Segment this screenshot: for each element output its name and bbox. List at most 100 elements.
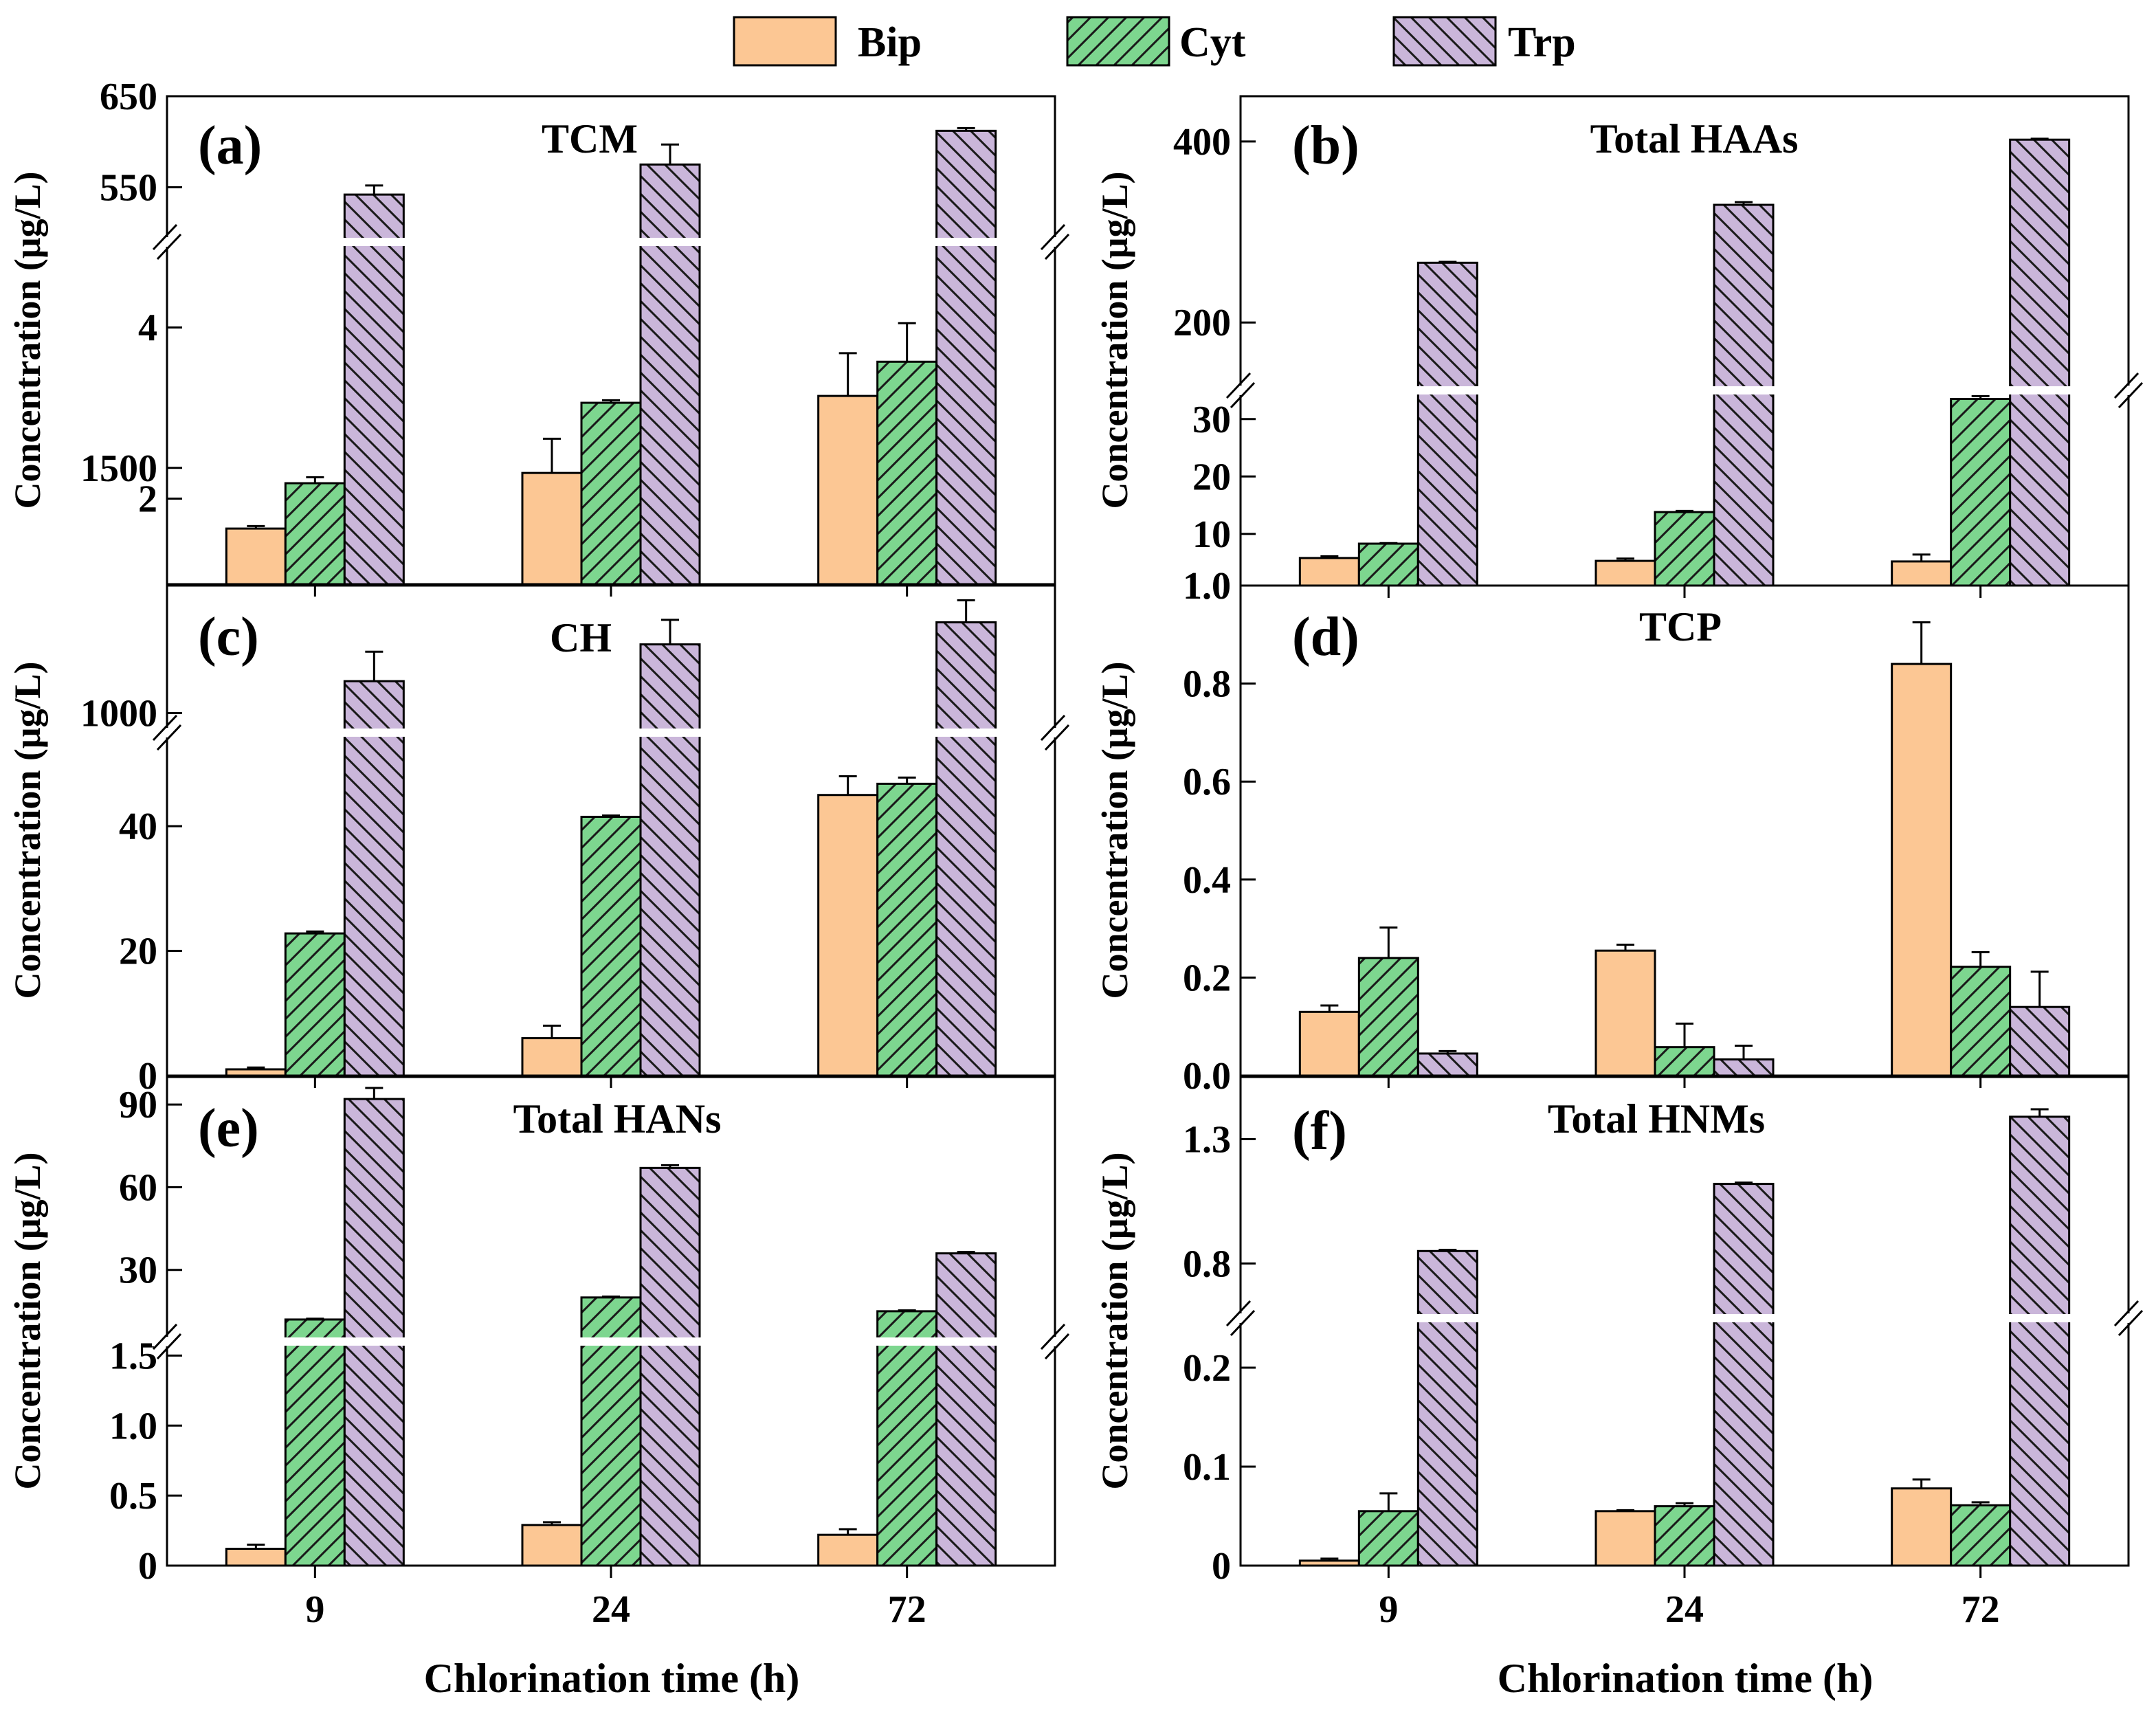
y-tick-label-d-main-1: 0.2: [1183, 957, 1231, 999]
bar-a-bip-24: [521, 471, 583, 586]
y-tick-label-c-lower-1: 20: [119, 931, 157, 973]
bar-e-cyt-9: [284, 1318, 346, 1567]
bar-break-b-trp-9: [1416, 386, 1479, 394]
y-tick-label-b-lower-2: 20: [1192, 456, 1231, 498]
axis-break-mark-a-1-b: [1044, 233, 1070, 260]
y-tick-label-e-upper-2: 90: [119, 1084, 157, 1126]
axis-break-mark-c-0-b: [156, 724, 182, 751]
axis-break-mark-f-0-b: [1230, 1309, 1256, 1337]
panel-letter-d: (d): [1292, 607, 1359, 667]
bar-break-e-trp-72: [935, 1337, 997, 1346]
bar-break-b-trp-72: [2008, 386, 2071, 394]
y-tick-label-e-upper-1: 60: [119, 1166, 157, 1209]
legend-label-bip: Bip: [858, 19, 922, 66]
panel-c-ch: 0 20 40 1000 1500 (c) CH Concentration (μg/L): [7, 447, 1070, 1098]
y-tick-label-a-upper-0: 550: [100, 167, 157, 210]
panel-e-total-hans: 0 0.5 1.0 1.5 30 60 90 9 24 72 (e) Total HANs Concen…: [7, 1076, 1070, 1631]
bar-e-trp-24: [639, 1166, 701, 1567]
legend-swatch-cyt: [1066, 16, 1170, 67]
axis-break-mark-f-0-a: [1225, 1300, 1252, 1327]
panel-title-e: Total HANs: [513, 1096, 722, 1142]
bar-e-cyt-72: [876, 1310, 938, 1567]
y-tick-label-d-main-0: 0.0: [1183, 1055, 1231, 1098]
bar-c-bip-24: [521, 1037, 583, 1077]
legend-item-cyt: Cyt: [1066, 16, 1246, 67]
bar-d-cyt-72: [1950, 966, 2012, 1077]
x-tick-label-f-72: 72: [1961, 1588, 2000, 1631]
bar-a-trp-72: [935, 129, 997, 586]
bar-c-bip-9: [225, 1068, 287, 1077]
y-tick-label-d-main-2: 0.4: [1183, 859, 1231, 902]
panel-letter-f: (f): [1292, 1101, 1347, 1161]
bar-break-e-trp-9: [343, 1337, 405, 1346]
x-tick-label-e-72: 72: [888, 1588, 926, 1631]
bar-f-cyt-72: [1950, 1504, 2012, 1567]
y-tick-label-e-lower-2: 1.0: [109, 1405, 157, 1447]
panel-a-tcm: 2 4 550 650 (a) TCM Concentration (μg/L): [7, 76, 1070, 597]
axis-break-mark-e-0-a: [152, 1323, 178, 1350]
panel-title-f: Total HNMs: [1548, 1096, 1765, 1142]
bar-f-bip-9: [1298, 1559, 1360, 1567]
y-tick-label-f-lower-1: 0.1: [1183, 1446, 1231, 1489]
y-axis-label-c: Concentration (μg/L): [7, 661, 48, 999]
plot-frame-f: [1239, 1076, 2130, 1567]
bar-c-trp-72: [935, 621, 997, 1077]
y-tick-label-f-upper-1: 1.3: [1183, 1118, 1231, 1161]
bar-c-trp-24: [639, 643, 701, 1077]
y-tick-label-a-upper-1: 650: [100, 76, 157, 118]
y-axis-label-b: Concentration (μg/L): [1094, 171, 1135, 509]
legend-item-bip: Bip: [733, 16, 922, 67]
legend-label-trp: Trp: [1508, 19, 1576, 66]
bar-break-f-trp-72: [2008, 1314, 2071, 1322]
axis-break-mark-b-0-a: [1225, 372, 1252, 399]
y-axis-label-f: Concentration (μg/L): [1094, 1152, 1135, 1489]
axis-break-mark-a-0-b: [156, 233, 182, 260]
y-tick-label-b-upper-1: 400: [1173, 121, 1231, 164]
bar-b-trp-24: [1713, 203, 1775, 587]
bar-c-bip-72: [817, 794, 879, 1077]
bar-a-cyt-9: [284, 482, 346, 586]
bar-b-bip-24: [1594, 559, 1656, 587]
y-tick-label-e-lower-0: 0: [138, 1545, 157, 1588]
y-axis-label-d: Concentration (μg/L): [1094, 661, 1135, 999]
y-tick-label-b-lower-1: 10: [1192, 513, 1231, 556]
x-tick-label-e-9: 9: [305, 1588, 324, 1631]
y-tick-label-d-main-4: 0.8: [1183, 663, 1231, 706]
y-tick-label-c-upper-0: 1000: [80, 692, 157, 735]
panel-f-total-hnms: 0 0.1 0.2 0.8 1.3 9 24 72 (f) Total HNMs Concentra…: [1094, 1076, 2144, 1631]
panel-title-b: Total HAAs: [1590, 116, 1799, 162]
axis-break-mark-a-0-a: [152, 223, 178, 251]
axis-break-mark-b-0-b: [1230, 381, 1256, 409]
bar-break-e-cyt-9: [284, 1337, 346, 1346]
bar-e-trp-9: [343, 1098, 405, 1567]
y-tick-label-a-lower-1: 4: [138, 307, 157, 350]
y-tick-label-c-lower-0: 0: [138, 1055, 157, 1098]
legend-label-cyt: Cyt: [1179, 19, 1246, 66]
panel-b-total-haas: 1.0 10 20 30 200 400 (b) Total HAAs Concentratio…: [1094, 95, 2144, 608]
bar-d-bip-24: [1594, 949, 1656, 1077]
axis-break-mark-f-1-a: [2113, 1300, 2140, 1327]
bar-b-bip-9: [1298, 557, 1360, 587]
axis-break-mark-c-1-a: [1040, 714, 1066, 742]
axis-break-mark-f-1-b: [2118, 1309, 2144, 1337]
panel-letter-c: (c): [198, 607, 259, 667]
x-tick-label-e-24: 24: [592, 1588, 630, 1631]
x-tick-label-f-24: 24: [1665, 1588, 1704, 1631]
y-tick-label-e-upper-0: 30: [119, 1249, 157, 1292]
y-tick-label-a-lower-0: 2: [138, 478, 157, 521]
axis-break-mark-a-1-a: [1040, 223, 1066, 251]
bar-e-trp-72: [935, 1252, 997, 1567]
bar-b-cyt-24: [1654, 511, 1715, 587]
bar-break-c-trp-24: [639, 729, 701, 737]
bar-c-cyt-24: [580, 815, 642, 1077]
bar-f-bip-24: [1594, 1510, 1656, 1567]
panel-letter-b: (b): [1292, 115, 1359, 176]
bar-f-cyt-9: [1357, 1510, 1419, 1567]
axis-break-mark-b-1-a: [2113, 372, 2140, 399]
y-tick-label-c-upper-1: 1500: [80, 447, 157, 490]
bar-d-cyt-9: [1357, 957, 1419, 1077]
y-tick-label-b-upper-0: 200: [1173, 302, 1231, 344]
y-tick-label-f-lower-0: 0: [1212, 1545, 1231, 1588]
axis-break-mark-c-0-a: [152, 714, 178, 742]
bar-break-b-trp-24: [1713, 386, 1775, 394]
